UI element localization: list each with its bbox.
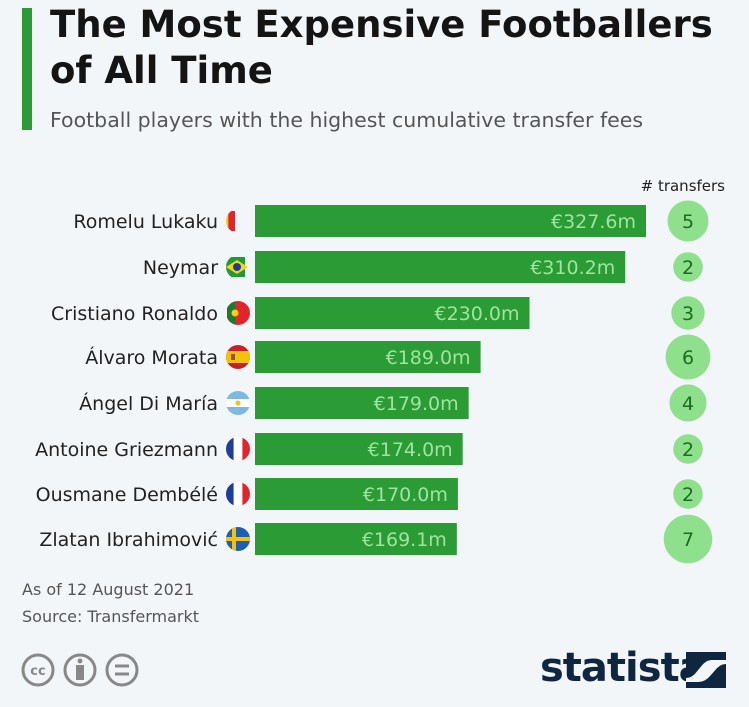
- value-bar: [255, 251, 626, 283]
- chart-subtitle: Football players with the highest cumula…: [50, 108, 644, 132]
- transfers-bubble: [665, 334, 711, 380]
- svg-text:cc: cc: [30, 664, 45, 679]
- player-name-label: Neymar: [143, 257, 218, 279]
- value-bar: [255, 297, 530, 329]
- date-note: As of 12 August 2021: [22, 580, 195, 599]
- title-accent-bar: [22, 8, 32, 130]
- player-name-label: Zlatan Ibrahimović: [39, 529, 218, 551]
- value-label: €174.0m: [368, 439, 453, 461]
- statista-logo-icon: [686, 652, 726, 688]
- brazil-flag-icon: [226, 257, 248, 277]
- player-name-label: Ousmane Dembélé: [36, 484, 218, 506]
- cc-icon: cc: [21, 653, 55, 687]
- transfers-count: 4: [682, 393, 694, 415]
- transfers-count: 2: [682, 257, 694, 279]
- value-bar: [255, 341, 481, 373]
- value-bar: [255, 205, 646, 237]
- belgium-flag-icon: [226, 211, 235, 231]
- source-note: Source: Transfermarkt: [22, 607, 199, 626]
- player-name-label: Romelu Lukaku: [73, 211, 218, 233]
- value-label: €310.2m: [530, 257, 615, 279]
- statista-logo[interactable]: statista: [540, 645, 706, 691]
- transfers-bubble: [673, 479, 703, 509]
- value-bar: [255, 433, 463, 465]
- value-bar: [255, 387, 469, 419]
- attribution-icon: [63, 653, 97, 687]
- transfers-count: 3: [682, 303, 694, 325]
- statista-logo-text: statista: [540, 645, 706, 691]
- transfers-bubble: [671, 296, 705, 330]
- value-label: €169.1m: [362, 529, 447, 551]
- chart-title: The Most Expensive Footballers of All Ti…: [50, 3, 713, 92]
- argentina-flag-icon: [226, 391, 250, 415]
- transfers-bubble: [663, 514, 713, 564]
- portugal-flag-icon: [227, 301, 250, 325]
- france-flag-icon: [226, 482, 250, 506]
- transfers-count: 2: [682, 484, 694, 506]
- bar-chart: # transfers Romelu Lukaku €327.6m 5 Neymar €3…: [35, 177, 726, 564]
- creative-commons-icons: cc: [21, 653, 139, 687]
- sweden-flag-icon: [226, 527, 250, 551]
- transfers-count: 5: [682, 211, 694, 233]
- transfers-count: 2: [682, 439, 694, 461]
- spain-flag-icon: [226, 345, 250, 369]
- value-label: €170.0m: [363, 484, 448, 506]
- player-name-label: Cristiano Ronaldo: [51, 303, 218, 325]
- player-name-label: Antoine Griezmann: [35, 439, 218, 461]
- transfers-bubble: [673, 434, 703, 464]
- value-label: €230.0m: [435, 303, 520, 325]
- transfers-bubble: [669, 384, 707, 422]
- value-label: €327.6m: [551, 211, 636, 233]
- value-bar: [255, 523, 457, 555]
- value-label: €179.0m: [374, 393, 459, 415]
- no-derivatives-icon: [105, 653, 139, 687]
- transfers-bubble: [673, 252, 703, 282]
- value-bar: [255, 478, 458, 510]
- player-name-label: Álvaro Morata: [85, 346, 218, 369]
- player-name-label: Ángel Di María: [79, 392, 218, 415]
- value-label: €189.0m: [386, 347, 471, 369]
- transfers-bubble: [667, 200, 709, 242]
- transfers-count: 7: [682, 529, 694, 551]
- transfers-count: 6: [682, 347, 694, 369]
- transfers-column-header: # transfers: [641, 177, 726, 195]
- france-flag-icon: [226, 437, 250, 461]
